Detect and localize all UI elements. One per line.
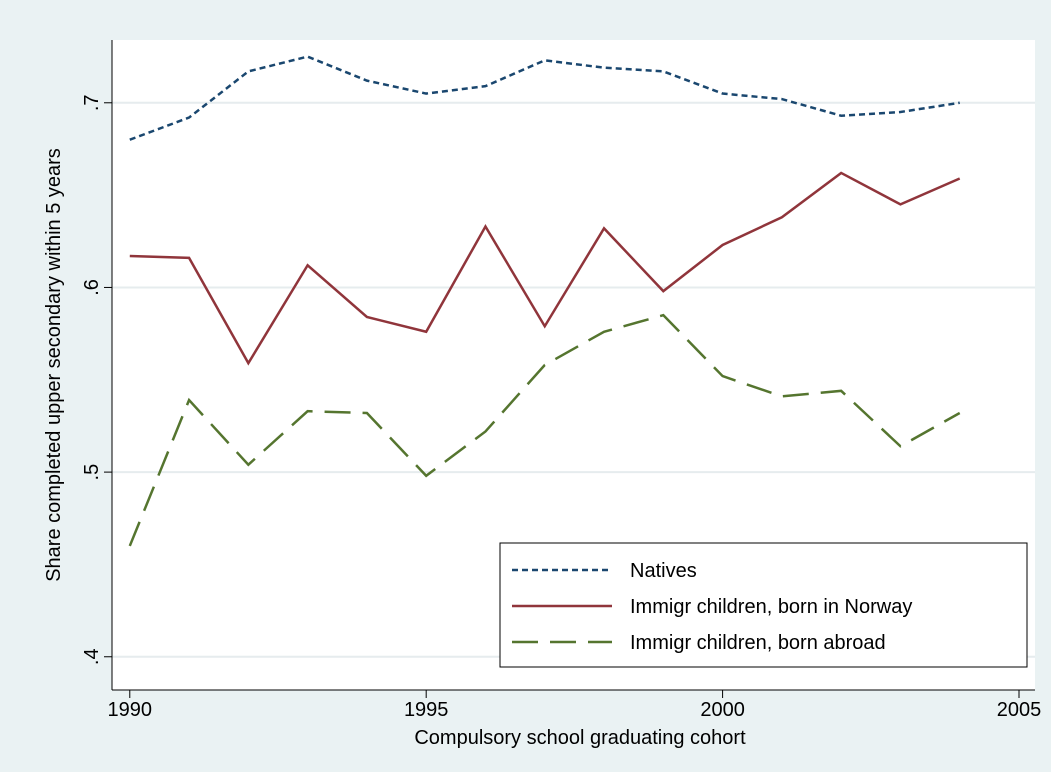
x-tick-label: 2000 — [700, 699, 745, 721]
x-tick-label: 1990 — [108, 699, 153, 721]
legend-label: Immigr children, born in Norway — [630, 596, 912, 618]
y-tick-label: .5 — [81, 464, 103, 481]
x-tick-label: 2005 — [997, 699, 1042, 721]
series-line — [128, 313, 961, 547]
x-tick-label: 1995 — [404, 699, 449, 721]
legend-label: Immigr children, born abroad — [630, 632, 886, 654]
series-line — [129, 55, 960, 141]
y-tick-label: .6 — [81, 279, 103, 296]
series-line — [129, 171, 961, 366]
y-axis-label: Share completed upper secondary within 5… — [43, 148, 65, 582]
y-tick-label: .4 — [81, 648, 103, 665]
legend-label: Natives — [630, 560, 697, 582]
y-tick-label: .7 — [81, 94, 103, 111]
x-axis-label: Compulsory school graduating cohort — [414, 727, 746, 749]
